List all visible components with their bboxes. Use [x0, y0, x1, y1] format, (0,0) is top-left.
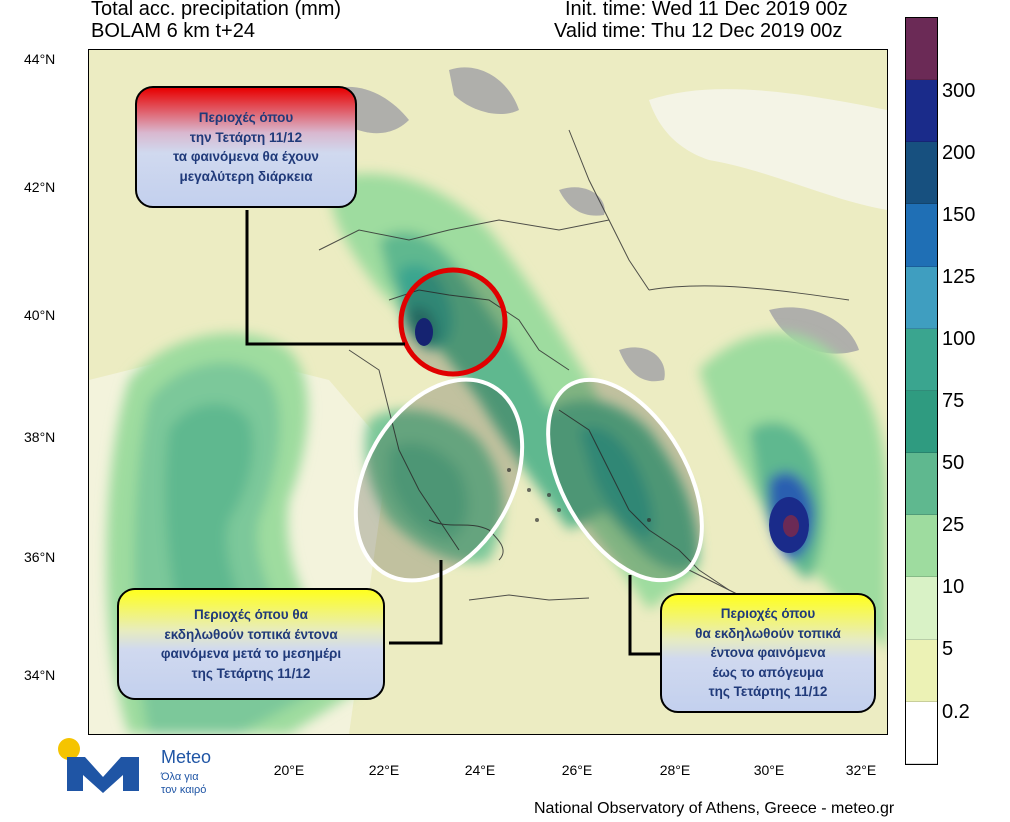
leader-line: [628, 575, 661, 656]
footer-credit: National Observatory of Athens, Greece -…: [534, 800, 895, 817]
colorbar-label: 125: [942, 266, 976, 288]
callout-line: φαινόμενα μετά το μεσημέρι: [160, 646, 342, 661]
highlight-ellipse-white: [353, 377, 525, 583]
logo-tagline-line: τον καιρό: [161, 784, 207, 796]
colorbar-segment: [906, 701, 937, 764]
callout-line: θα εκδηλωθούν τοπικά: [695, 625, 841, 641]
lon-tick-label: 28°E: [659, 762, 691, 778]
logo-tagline: Όλα για τον καιρό: [161, 771, 206, 797]
colorbar-segment: [906, 266, 937, 329]
colorbar-segment: [906, 204, 937, 267]
colorbar-segment: [906, 453, 937, 516]
lon-tick-label: 26°E: [561, 762, 593, 778]
lat-tick-label: 40°N: [24, 307, 56, 323]
colorbar-label: 75: [942, 390, 965, 412]
lon-tick-label: 24°E: [464, 762, 496, 778]
callout-after-noon: Περιοχές όπου θα εκδηλωθούν τοπικά έντον…: [117, 588, 385, 700]
colorbar-label: 25: [942, 514, 965, 536]
lat-tick-label: 36°N: [24, 549, 56, 565]
leader-line: [245, 210, 405, 346]
colorbar-label: 300: [942, 80, 976, 102]
colorbar-segment: [906, 639, 937, 702]
lat-tick-label: 38°N: [24, 429, 56, 445]
callout-line: Περιοχές όπου: [720, 606, 816, 622]
colorbar-segment: [906, 142, 937, 205]
callout-line: μεγαλύτερη διάρκεια: [179, 168, 313, 184]
colorbar-segment: [906, 577, 937, 640]
lon-tick-label: 22°E: [368, 762, 400, 778]
meteo-logo-mark: [58, 738, 139, 793]
colorbar-segment: [906, 18, 937, 81]
leader-line: [389, 560, 443, 645]
lat-tick-label: 44°N: [24, 51, 56, 67]
valid-time: Valid time: Thu 12 Dec 2019 00z: [554, 20, 843, 42]
callout-line: της Τετάρτης 11/12: [191, 665, 311, 681]
callout-line: Περιοχές όπου: [198, 110, 294, 125]
lat-tick-label: 42°N: [24, 179, 56, 195]
colorbar-label: 150: [942, 204, 976, 226]
callout-until-afternoon: Περιοχές όπου θα εκδηλωθούν τοπικά έντον…: [660, 593, 876, 713]
callout-line: έως το απόγευμα: [712, 664, 824, 680]
init-time: Init. time: Wed 11 Dec 2019 00z: [565, 0, 848, 20]
lon-tick-label: 30°E: [753, 762, 785, 778]
colorbar-segment: [906, 390, 937, 454]
colorbar-segment: [906, 515, 937, 578]
map-title: Total acc. precipitation (mm): [91, 0, 342, 20]
lon-tick-label: 20°E: [273, 762, 305, 778]
colorbar-segment: [906, 328, 937, 391]
precipitation-colorbar: [905, 17, 938, 765]
callout-line: Περιοχές όπου θα: [194, 607, 308, 622]
logo-wordmark: Meteo: [161, 747, 212, 767]
colorbar-label: 100: [942, 328, 976, 350]
callout-line: της Τετάρτης 11/12: [708, 684, 828, 700]
lon-tick-label: 32°E: [845, 762, 877, 778]
callout-longer-duration: Περιοχές όπου την Τετάρτη 11/12 τα φαινό…: [135, 86, 357, 208]
colorbar-label: 10: [942, 576, 965, 598]
lat-tick-label: 34°N: [24, 667, 56, 683]
callout-line: την Τετάρτη 11/12: [189, 129, 303, 145]
meteo-logo: [55, 737, 155, 797]
colorbar-label: 0.2: [942, 701, 970, 723]
colorbar-label: 200: [942, 142, 976, 164]
callout-line: έντονα φαινόμενα: [710, 645, 826, 661]
highlight-circle-red: [398, 267, 508, 377]
callout-line: εκδηλωθούν τοπικά έντονα: [164, 626, 338, 642]
model-subtitle: BOLAM 6 km t+24: [91, 20, 255, 42]
colorbar-label: 50: [942, 452, 965, 474]
colorbar-segment: [906, 80, 937, 143]
logo-tagline-line: Όλα για: [161, 771, 199, 783]
colorbar-label: 5: [942, 638, 954, 660]
highlight-ellipse-white: [546, 377, 704, 583]
callout-line: τα φαινόμενα θα έχουν: [173, 149, 319, 164]
